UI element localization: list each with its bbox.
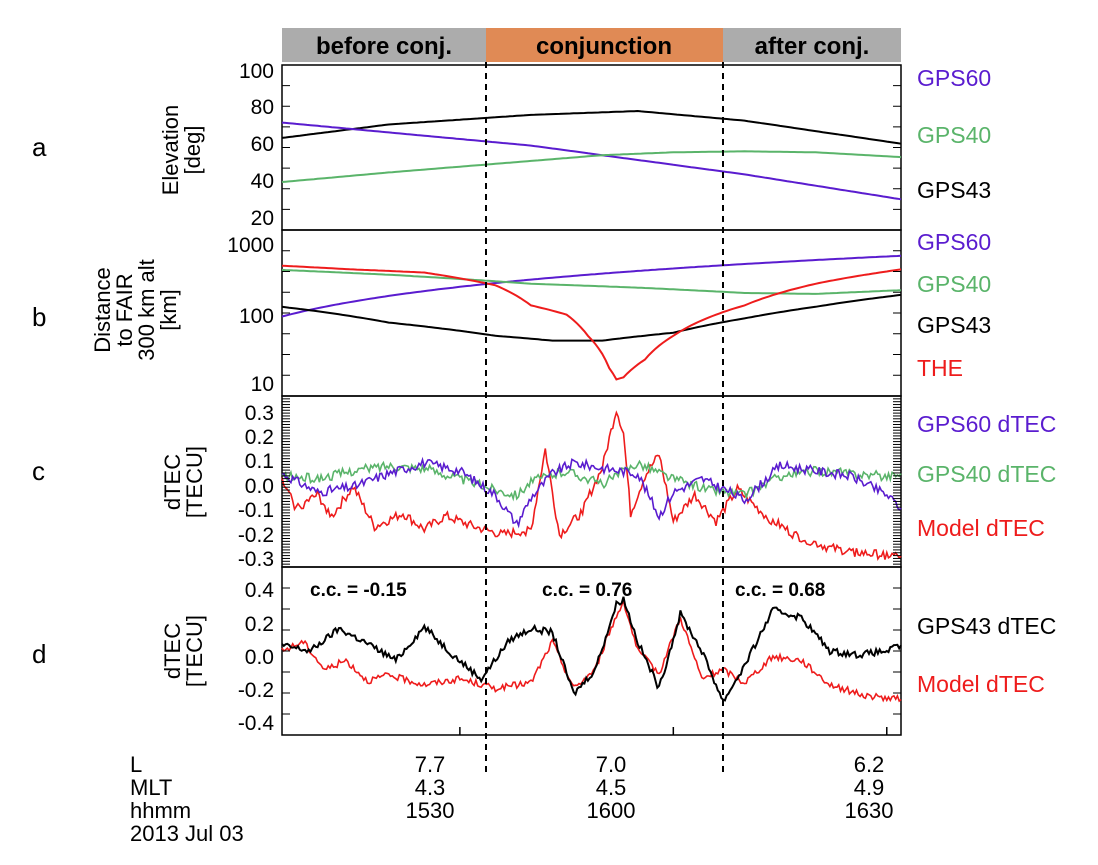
ytick-c-m01: -0.1: [238, 499, 274, 522]
ytick-a-100: 100: [239, 60, 274, 83]
ylabel-b-line1: Distance: [90, 267, 115, 353]
ytick-a-20: 20: [251, 207, 274, 230]
cc-conjunction: c.c. = 0.76: [542, 580, 632, 601]
ytick-d-m02: -0.2: [238, 679, 274, 702]
series-a-gps43: [281, 109, 902, 145]
ytick-c-m02: -0.2: [238, 524, 274, 547]
ytick-a-40: 40: [251, 170, 274, 193]
xtick-l-2: 6.2: [854, 752, 885, 777]
ylabel-c-line2: [TECU]: [182, 446, 207, 518]
legend-c-gps40: GPS40 dTEC: [917, 461, 1056, 487]
legend-a-gps60: GPS60: [917, 65, 991, 91]
period-bands: before conj. conjunction after conj.: [282, 28, 901, 62]
panel-letter-c: c: [32, 456, 45, 486]
legend-a-gps43: GPS43: [917, 177, 991, 203]
legend-d-gps43: GPS43 dTEC: [917, 613, 1056, 639]
xtick-l-0: 7.7: [415, 752, 446, 777]
cc-after: c.c. = 0.68: [735, 580, 825, 601]
ytick-d-04: 0.4: [245, 579, 275, 602]
band-conjunction: [486, 28, 723, 62]
legend-a: GPS60 GPS40 GPS43: [917, 65, 991, 203]
legend-b-gps43: GPS43: [917, 312, 991, 338]
xtick-mlt-2: 4.9: [854, 775, 885, 800]
panel-b-frame: [281, 229, 902, 397]
cc-before: c.c. = -0.15: [310, 580, 407, 601]
xrow-label-l: L: [130, 752, 142, 777]
xtick-mlt-0: 4.3: [415, 775, 446, 800]
series-a-gps40: [281, 150, 902, 183]
ylabel-a-line2: [deg]: [180, 126, 205, 175]
ytick-c-03: 0.3: [245, 402, 274, 425]
panel-a-frame: [281, 64, 902, 231]
x-axis-labels: L MLT hhmm 2013 Jul 03 7.7 4.3 1530 7.0 …: [130, 752, 893, 846]
panel-frames: [281, 64, 902, 736]
series-a-gps60: [281, 121, 902, 201]
ytick-a-60: 60: [251, 133, 274, 156]
xtick-hhmm-0: 1530: [406, 798, 455, 823]
ylabel-c-line1: dTEC: [160, 454, 185, 510]
panel-c-frame: [281, 395, 902, 568]
ylabel-b-line4: [km]: [156, 289, 181, 331]
band-label-conjunction: conjunction: [536, 33, 672, 60]
legend-d-model: Model dTEC: [917, 671, 1045, 697]
panel-d-yticks: -0.4 -0.2 0.0 0.2 0.4: [238, 579, 275, 735]
xrow-label-hhmm: hhmm: [130, 798, 191, 823]
ytick-b-100: 100: [239, 305, 274, 328]
band-before-conjunction: [282, 28, 486, 62]
ytick-c-01: 0.1: [245, 450, 274, 473]
date-label: 2013 Jul 03: [130, 821, 244, 846]
panel-b-yticks: 10 100 1000: [227, 234, 274, 396]
legend-b: GPS60 GPS40 GPS43 THE: [917, 229, 991, 381]
ytick-a-80: 80: [251, 96, 274, 119]
series-b-gps40: [281, 268, 902, 295]
ytick-c-00: 0.0: [245, 475, 274, 498]
series-b-gps60: [281, 254, 902, 318]
xtick-mlt-1: 4.5: [596, 775, 627, 800]
series-b-gps43: [281, 293, 902, 342]
panel-c-yticks: -0.3 -0.2 -0.1 0.0 0.1 0.2 0.3: [238, 402, 274, 571]
xrow-label-mlt: MLT: [130, 775, 172, 800]
ytick-d-00: 0.0: [245, 646, 274, 669]
panel-letter-b: b: [32, 302, 46, 332]
series-c-gps60-dtec: [281, 456, 902, 529]
legend-c-gps60: GPS60 dTEC: [917, 411, 1056, 437]
series-d-model-dtec: [281, 597, 902, 703]
ytick-b-1000: 1000: [227, 234, 274, 257]
band-label-after: after conj.: [755, 33, 870, 60]
panel-letter-d: d: [32, 639, 46, 669]
panel-c-ylabel: dTEC [TECU]: [160, 446, 207, 518]
panel-letter-a: a: [32, 132, 47, 162]
ytick-d-02: 0.2: [245, 613, 274, 636]
series-layer: [281, 109, 902, 703]
ytick-c-02: 0.2: [245, 426, 274, 449]
series-d-gps43-dtec: [281, 596, 902, 702]
ytick-b-10: 10: [251, 373, 274, 396]
ylabel-b-line3: 300 km alt: [134, 259, 159, 361]
panel-b-ylabel: Distance to FAIR 300 km alt [km]: [90, 259, 181, 361]
legend-b-gps60: GPS60: [917, 229, 991, 255]
ylabel-d-line1: dTEC: [160, 623, 185, 679]
panel-d-ylabel: dTEC [TECU]: [160, 615, 207, 687]
ylabel-d-line2: [TECU]: [182, 615, 207, 687]
xtick-hhmm-2: 1630: [845, 798, 894, 823]
series-c-model-dtec: [281, 410, 902, 561]
ylabel-b-line2: to FAIR: [112, 273, 137, 346]
series-b-the: [281, 264, 902, 381]
ytick-c-m03: -0.3: [238, 548, 274, 571]
panel-a-yticks: 20 40 60 80 100: [239, 60, 274, 230]
ytick-d-m04: -0.4: [238, 712, 275, 735]
legend-c-model: Model dTEC: [917, 515, 1045, 541]
legend-a-gps40: GPS40: [917, 122, 991, 148]
xtick-l-1: 7.0: [596, 752, 627, 777]
legend-b-gps40: GPS40: [917, 271, 991, 297]
ylabel-a-line1: Elevation: [158, 105, 183, 196]
legend-c: GPS60 dTEC GPS40 dTEC Model dTEC: [917, 411, 1056, 541]
band-after-conjunction: [723, 28, 901, 62]
legend-d: GPS43 dTEC Model dTEC: [917, 613, 1056, 697]
band-label-before: before conj.: [316, 33, 452, 60]
panel-a-ylabel: Elevation [deg]: [158, 105, 205, 196]
xtick-hhmm-1: 1600: [587, 798, 636, 823]
legend-b-the: THE: [917, 355, 963, 381]
